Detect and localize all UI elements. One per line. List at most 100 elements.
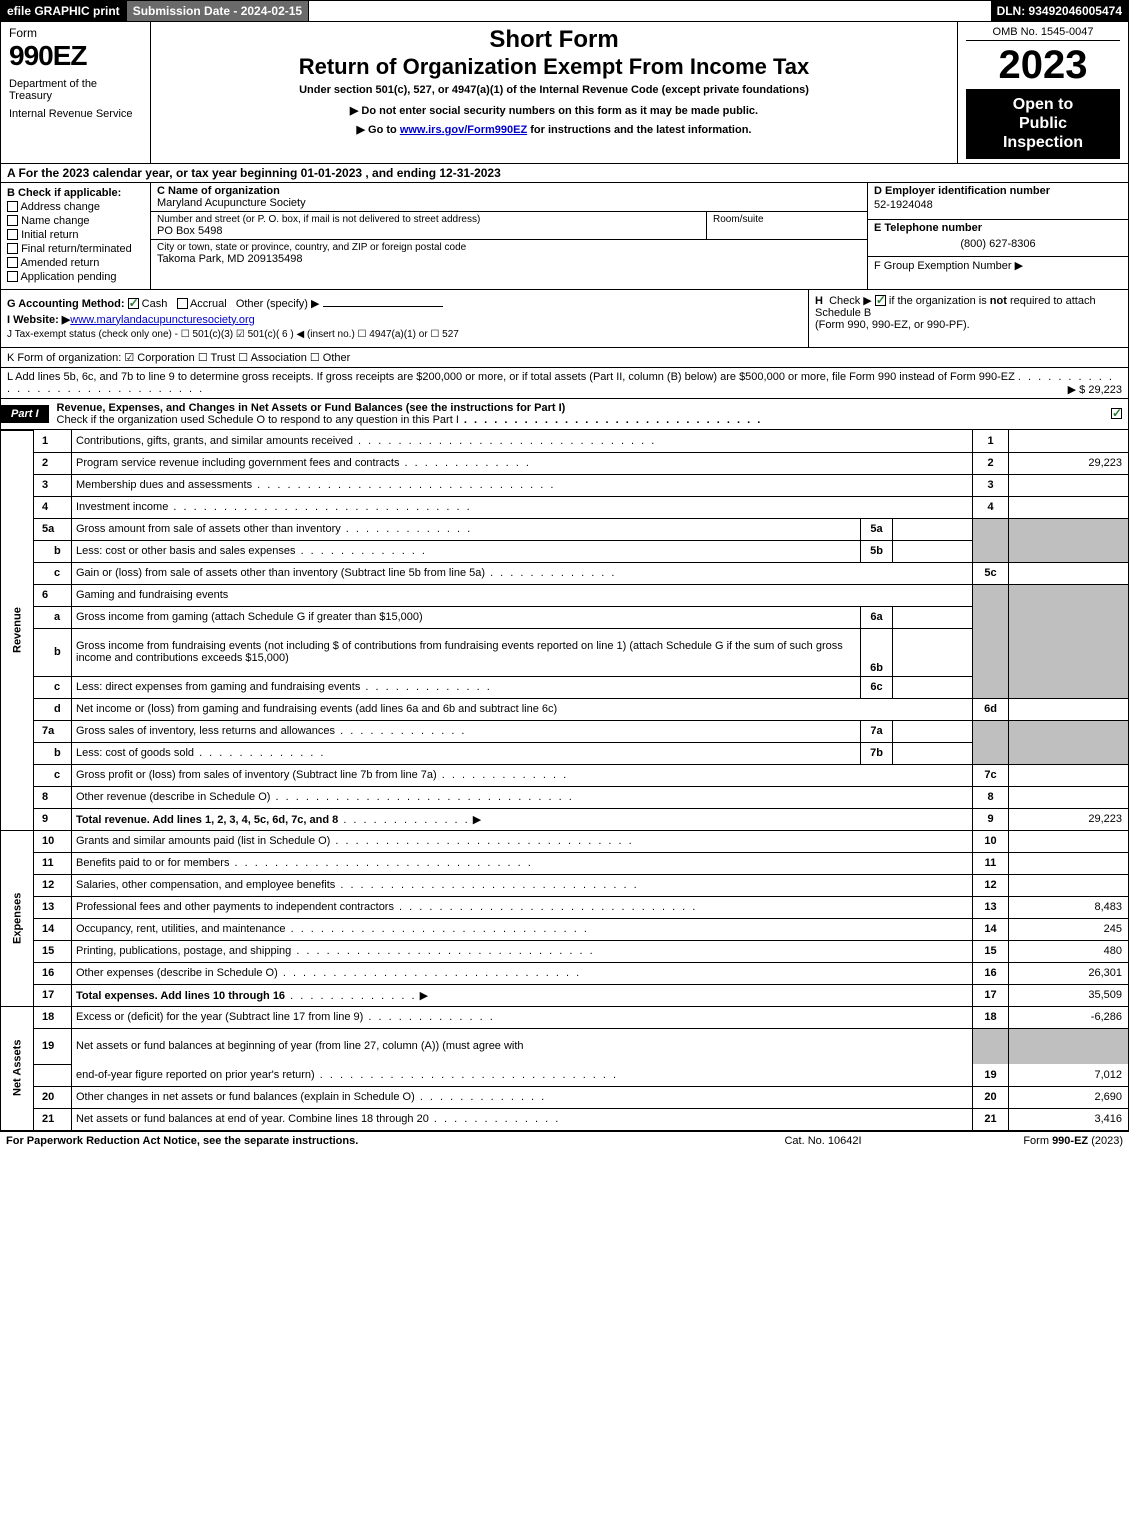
- l11-desc: Benefits paid to or for members: [72, 852, 973, 874]
- l2-desc: Program service revenue including govern…: [72, 452, 973, 474]
- l5b-desc: Less: cost or other basis and sales expe…: [72, 540, 861, 562]
- org-room: Room/suite: [707, 212, 867, 239]
- l7a-num: 7a: [34, 720, 72, 742]
- subtitle-under: Under section 501(c), 527, or 4947(a)(1)…: [159, 84, 949, 96]
- l1-num: 1: [34, 430, 72, 452]
- l9-rn: 9: [973, 808, 1009, 830]
- col-d-ein: D Employer identification number 52-1924…: [868, 183, 1128, 289]
- i-label: I Website: ▶: [7, 314, 70, 326]
- dln-label: DLN: 93492046005474: [991, 1, 1128, 21]
- l20-desc: Other changes in net assets or fund bala…: [72, 1086, 973, 1108]
- l2-num: 2: [34, 452, 72, 474]
- l8-desc: Other revenue (describe in Schedule O): [72, 786, 973, 808]
- col-b-header: B Check if applicable:: [7, 187, 144, 199]
- l13-desc: Professional fees and other payments to …: [72, 896, 973, 918]
- chk-final-return[interactable]: Final return/terminated: [7, 243, 144, 255]
- tax-year: 2023: [966, 45, 1120, 85]
- l6d-desc: Net income or (loss) from gaming and fun…: [72, 698, 973, 720]
- l19-rn: 19: [973, 1064, 1009, 1086]
- h-line2: (Form 990, 990-EZ, or 990-PF).: [815, 319, 1122, 331]
- part-i-checkbox[interactable]: [1111, 408, 1128, 420]
- l5c-rn: 5c: [973, 562, 1009, 584]
- group-exemption: F Group Exemption Number ▶: [874, 259, 1122, 272]
- l19-amt-grey: [1009, 1028, 1129, 1064]
- part-i-header: Part I Revenue, Expenses, and Changes in…: [0, 399, 1129, 430]
- l13-num: 13: [34, 896, 72, 918]
- line-g: G Accounting Method: Cash Accrual Other …: [7, 297, 802, 310]
- l15-rn: 15: [973, 940, 1009, 962]
- l5a-sn: 5a: [861, 518, 893, 540]
- l7c-desc: Gross profit or (loss) from sales of inv…: [72, 764, 973, 786]
- chk-name-change[interactable]: Name change: [7, 215, 144, 227]
- side-expenses: Expenses: [1, 830, 34, 1006]
- chk-address-change[interactable]: Address change: [7, 201, 144, 213]
- l20-rn: 20: [973, 1086, 1009, 1108]
- l17-amt: 35,509: [1009, 984, 1129, 1006]
- page-footer: For Paperwork Reduction Act Notice, see …: [0, 1131, 1129, 1150]
- line-i: I Website: ▶www.marylandacupuncturesocie…: [7, 313, 802, 326]
- l18-amt: -6,286: [1009, 1006, 1129, 1028]
- org-addr-row: Number and street (or P. O. box, if mail…: [151, 212, 867, 240]
- l2-amt: 29,223: [1009, 452, 1129, 474]
- top-bar: efile GRAPHIC print Submission Date - 20…: [0, 0, 1129, 22]
- l16-rn: 16: [973, 962, 1009, 984]
- open-line2: Public: [970, 114, 1116, 133]
- g-label: G Accounting Method:: [7, 298, 128, 310]
- open-line3: Inspection: [970, 133, 1116, 152]
- l19-num-b: [34, 1064, 72, 1086]
- l6a-sn: 6a: [861, 606, 893, 628]
- chk-application-pending[interactable]: Application pending: [7, 271, 144, 283]
- l7b-sv: [893, 742, 973, 764]
- org-city-label: City or town, state or province, country…: [157, 242, 861, 253]
- l1-desc: Contributions, gifts, grants, and simila…: [72, 430, 973, 452]
- l7a-sn: 7a: [861, 720, 893, 742]
- chk-schedule-b[interactable]: [875, 295, 886, 306]
- l18-rn: 18: [973, 1006, 1009, 1028]
- l3-desc: Membership dues and assessments: [72, 474, 973, 496]
- chk-amended-return[interactable]: Amended return: [7, 257, 144, 269]
- l5c-amt: [1009, 562, 1129, 584]
- header-center: Short Form Return of Organization Exempt…: [151, 22, 958, 163]
- l6b-desc: Gross income from fundraising events (no…: [72, 628, 861, 676]
- l1-rn: 1: [973, 430, 1009, 452]
- l5a-desc: Gross amount from sale of assets other t…: [72, 518, 861, 540]
- l6-rn-grey: [973, 584, 1009, 698]
- l6-num: 6: [34, 584, 72, 606]
- l12-desc: Salaries, other compensation, and employ…: [72, 874, 973, 896]
- goto-pre: ▶ Go to: [357, 124, 400, 136]
- l11-num: 11: [34, 852, 72, 874]
- row-l-amount: ▶ $ 29,223: [1068, 383, 1122, 396]
- l7c-amt: [1009, 764, 1129, 786]
- l3-num: 3: [34, 474, 72, 496]
- l5b-sn: 5b: [861, 540, 893, 562]
- ein-value: 52-1924048: [874, 199, 1122, 211]
- ein-label: D Employer identification number: [874, 185, 1122, 197]
- goto-link[interactable]: www.irs.gov/Form990EZ: [400, 124, 527, 136]
- chk-initial-return[interactable]: Initial return: [7, 229, 144, 241]
- part-i-sub: Check if the organization used Schedule …: [57, 414, 459, 426]
- row-l: L Add lines 5b, 6c, and 7b to line 9 to …: [0, 368, 1129, 399]
- l5c-desc: Gain or (loss) from sale of assets other…: [72, 562, 973, 584]
- block-bcd: B Check if applicable: Address change Na…: [0, 183, 1129, 290]
- org-street-value: PO Box 5498: [157, 225, 700, 237]
- l8-rn: 8: [973, 786, 1009, 808]
- chk-accrual[interactable]: [177, 298, 188, 309]
- side-net-assets: Net Assets: [1, 1006, 34, 1130]
- l4-rn: 4: [973, 496, 1009, 518]
- l9-desc: Total revenue. Add lines 1, 2, 3, 4, 5c,…: [72, 808, 973, 830]
- g-other-input[interactable]: [323, 306, 443, 307]
- l9-num: 9: [34, 808, 72, 830]
- chk-cash[interactable]: [128, 298, 139, 309]
- form-header: Form 990EZ Department of the Treasury In…: [0, 22, 1129, 164]
- org-city-row: City or town, state or province, country…: [151, 240, 867, 267]
- dept-irs: Internal Revenue Service: [9, 108, 142, 120]
- l6b-sn: 6b: [861, 628, 893, 676]
- form-number: 990EZ: [9, 40, 142, 72]
- website-link[interactable]: www.marylandacupuncturesociety.org: [70, 314, 254, 326]
- l15-desc: Printing, publications, postage, and shi…: [72, 940, 973, 962]
- org-room-label: Room/suite: [713, 214, 861, 225]
- l11-amt: [1009, 852, 1129, 874]
- do-not-enter: ▶ Do not enter social security numbers o…: [159, 104, 949, 117]
- l14-amt: 245: [1009, 918, 1129, 940]
- l9-amt: 29,223: [1009, 808, 1129, 830]
